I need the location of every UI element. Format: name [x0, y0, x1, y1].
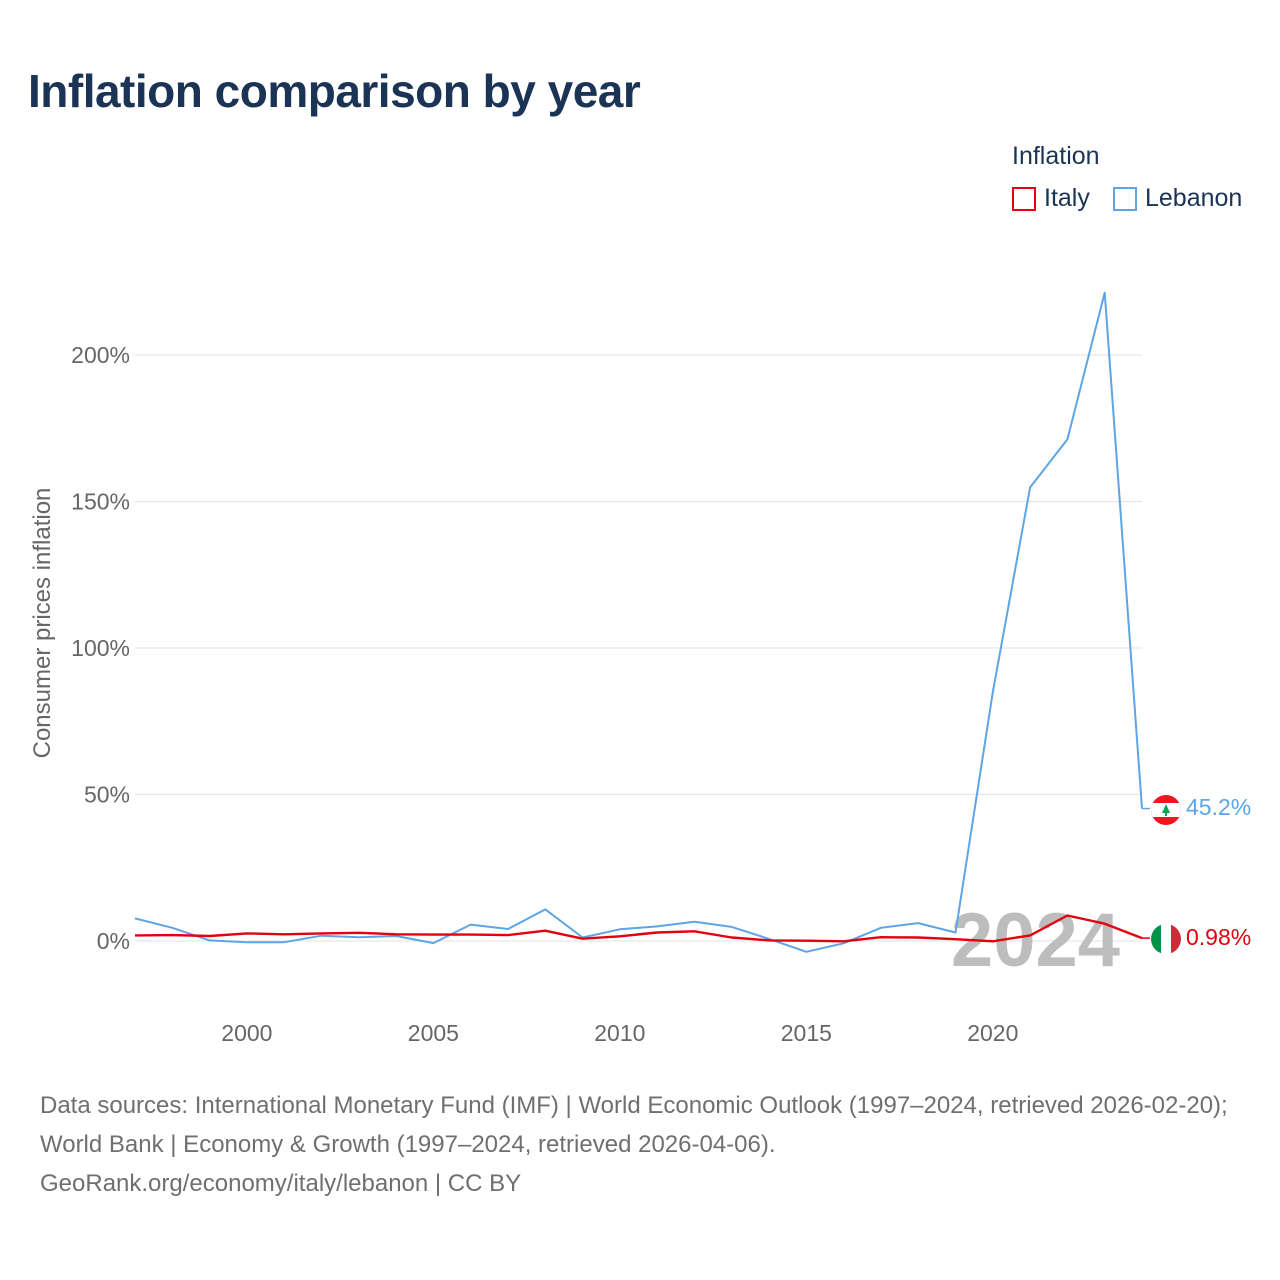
x-tick-label: 2020 — [967, 1020, 1018, 1046]
y-tick-label: 200% — [71, 342, 130, 368]
end-markers: 45.2% 0.98% — [1151, 794, 1251, 954]
lebanon-flag-icon — [1151, 795, 1181, 825]
italy-flag-icon — [1151, 924, 1181, 954]
y-tick-label: 100% — [71, 635, 130, 661]
x-tick-label: 2010 — [594, 1020, 645, 1046]
x-tick-label: 2015 — [781, 1020, 832, 1046]
lebanon-end-label: 45.2% — [1186, 794, 1251, 820]
credit-line[interactable]: GeoRank.org/economy/italy/lebanon | CC B… — [40, 1170, 522, 1197]
x-tick-label: 2005 — [408, 1020, 459, 1046]
y-tick-label: 150% — [71, 489, 130, 515]
y-tick-label: 50% — [84, 782, 130, 808]
series-line-lebanon[interactable] — [134, 291, 1143, 953]
x-tick-label: 2000 — [221, 1020, 272, 1046]
series-lines — [134, 291, 1150, 953]
gridlines — [135, 354, 1142, 942]
axis-ticks: 0% 50% 100% 150% 200% 2000 2005 2010 2015 2020 — [71, 342, 1018, 1046]
italy-end-label: 0.98% — [1186, 924, 1251, 950]
data-sources: Data sources: International Monetary Fun… — [40, 1092, 1228, 1158]
footer: Data sources: International Monetary Fun… — [40, 1086, 1250, 1203]
legend-item-italy[interactable]: Italy — [1012, 184, 1090, 213]
lebanon-swatch-icon — [1113, 186, 1137, 211]
legend-label-lebanon: Lebanon — [1145, 184, 1243, 212]
legend-item-lebanon[interactable]: Lebanon — [1113, 184, 1242, 213]
italy-swatch-icon — [1012, 186, 1036, 211]
y-axis-title: Consumer prices inflation — [29, 488, 56, 759]
legend-label-italy: Italy — [1044, 184, 1090, 212]
y-tick-label: 0% — [97, 928, 130, 954]
legend-title: Inflation — [1012, 142, 1100, 170]
chart-title: Inflation comparison by year — [28, 65, 641, 117]
series-line-italy[interactable] — [134, 914, 1143, 943]
